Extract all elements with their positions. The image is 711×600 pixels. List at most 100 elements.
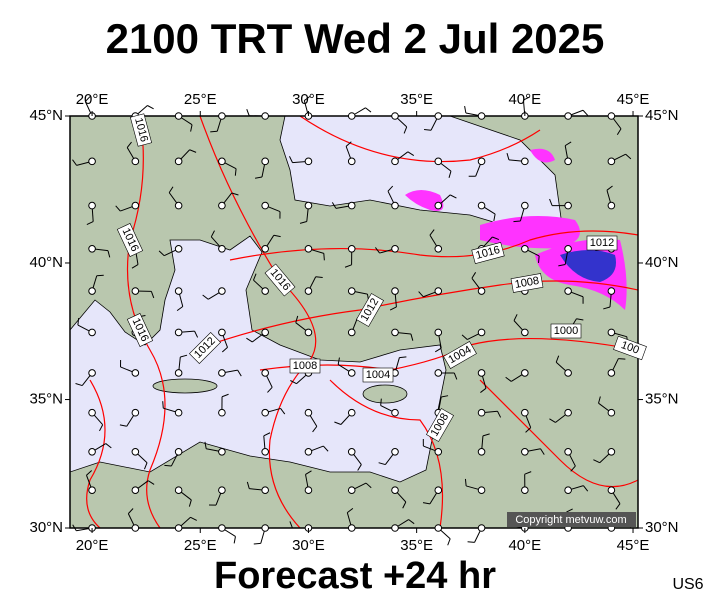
footer-code: US6 xyxy=(672,576,703,593)
barb-station xyxy=(434,369,443,377)
barb-station xyxy=(88,447,96,456)
barb-station xyxy=(174,287,183,295)
wind-barb xyxy=(299,201,313,224)
wind-barb xyxy=(261,234,281,253)
barb-station xyxy=(521,244,529,253)
wind-barb xyxy=(344,244,356,268)
barb-station xyxy=(88,201,96,210)
barb-flag xyxy=(513,220,521,223)
wind-barb xyxy=(477,433,490,456)
x-tick-label: 35°E xyxy=(400,537,433,554)
barb-flag xyxy=(210,130,218,133)
barb-flag xyxy=(549,198,553,206)
barb-station xyxy=(304,157,313,166)
wind-barb xyxy=(210,112,226,133)
barb-flag xyxy=(453,372,458,380)
barb-station xyxy=(477,287,486,295)
barb-station xyxy=(391,486,399,495)
barb-flag xyxy=(150,291,155,299)
barb-station xyxy=(174,447,183,456)
barb-station xyxy=(391,157,399,166)
barb-station xyxy=(564,157,572,166)
wind-barb xyxy=(72,157,96,166)
wind-barb xyxy=(202,287,226,300)
barb-station xyxy=(131,408,140,417)
wind-barb xyxy=(603,287,616,310)
barb-station xyxy=(131,201,140,210)
wind-barb xyxy=(513,314,529,337)
barb-station xyxy=(218,328,226,337)
isobar-label-group: 1012 xyxy=(586,235,618,251)
barb-station xyxy=(477,486,486,495)
barb-station xyxy=(261,287,269,295)
y-tick-label: 45°N xyxy=(645,107,679,124)
barb-station xyxy=(218,408,226,417)
barb-station xyxy=(347,112,356,120)
isobar-label-group: 1016 xyxy=(471,241,505,265)
barb-station xyxy=(131,287,140,295)
isobar-label-bg xyxy=(426,408,454,442)
barb-flag xyxy=(143,462,148,470)
wind-barb xyxy=(391,519,415,532)
wind-barb xyxy=(261,201,281,219)
wind-barb xyxy=(174,516,197,532)
barb-station xyxy=(304,447,313,456)
barb-station xyxy=(564,112,572,120)
barb-station xyxy=(174,157,183,166)
wind-barb xyxy=(253,524,269,545)
barb-flag xyxy=(418,291,424,298)
barb-flag xyxy=(255,176,263,179)
wind-barb xyxy=(387,185,399,210)
barb-flag xyxy=(603,306,611,310)
isobar-label: 1008 xyxy=(514,275,540,291)
wind-barb xyxy=(380,398,399,417)
barb-flag xyxy=(570,465,576,472)
barb-station xyxy=(218,369,226,377)
barb-flag xyxy=(331,202,337,209)
barb-station xyxy=(304,486,313,495)
title: 2100 TRT Wed 2 Jul 2025 xyxy=(106,15,605,62)
wind-barb xyxy=(218,393,229,417)
wind-barb xyxy=(88,408,104,432)
barb-flag xyxy=(598,396,601,404)
barb-station xyxy=(607,112,616,120)
wind-barb xyxy=(607,153,632,166)
wind-barb xyxy=(120,359,140,377)
barb-flag xyxy=(464,105,467,114)
barb-station xyxy=(218,112,226,120)
barb-flag xyxy=(289,521,293,529)
wind-barb xyxy=(477,369,487,393)
isobar-label-bg xyxy=(550,323,582,339)
wind-barb xyxy=(164,447,183,467)
wind-barb xyxy=(85,470,96,495)
barb-station xyxy=(607,287,616,295)
wind-barb xyxy=(391,112,408,134)
wind-barb xyxy=(75,369,96,387)
wind-barb xyxy=(337,357,356,377)
wind-barb xyxy=(555,355,572,377)
barb-flag xyxy=(86,470,93,476)
barb-flag xyxy=(566,508,573,513)
barb-station xyxy=(261,524,269,532)
barb-flag xyxy=(147,480,155,485)
barb-flag xyxy=(357,464,362,471)
isobar-label-group: 1004 xyxy=(362,367,394,383)
barb-flag xyxy=(408,519,415,525)
isobars xyxy=(86,116,638,528)
barb-station xyxy=(521,486,529,495)
wind-barb xyxy=(347,447,362,471)
wind-barb xyxy=(477,201,496,222)
barb-flag xyxy=(75,383,83,387)
wind-barb xyxy=(521,408,532,433)
wind-barb xyxy=(126,141,140,166)
wind-barb xyxy=(210,230,226,253)
wind-barb xyxy=(505,369,529,382)
isobar-label-bg xyxy=(129,113,153,147)
wind-barb xyxy=(131,287,155,299)
barb-station xyxy=(261,244,269,253)
isobar-label-group: 1008 xyxy=(510,273,544,293)
barb-flag xyxy=(538,255,540,263)
barb-flag xyxy=(524,471,532,475)
barb-flag xyxy=(365,107,372,113)
barb-flag xyxy=(323,445,329,452)
